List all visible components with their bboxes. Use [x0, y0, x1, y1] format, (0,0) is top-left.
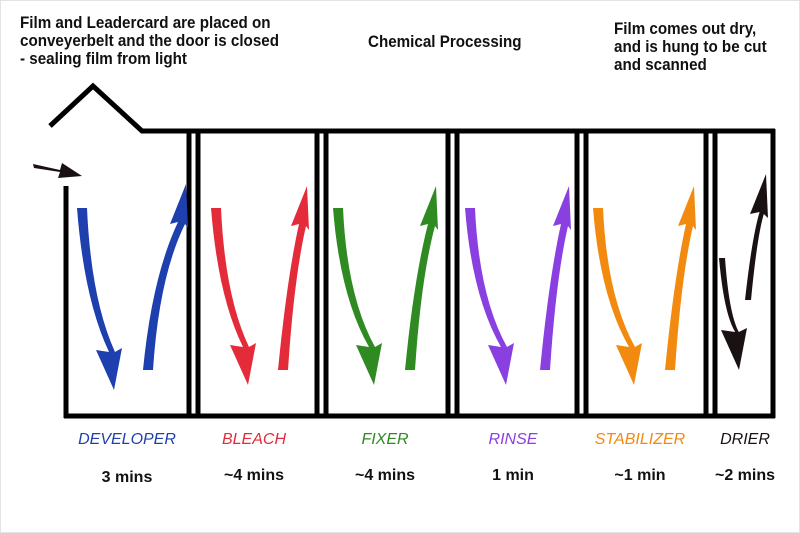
- up-arrow-icon: [540, 186, 571, 370]
- down-arrow-icon: [333, 208, 382, 385]
- processing-caption: Chemical Processing: [368, 33, 522, 51]
- down-arrow-icon: [593, 208, 642, 385]
- tank-dividers: [186, 131, 718, 416]
- up-arrow-icon: [745, 174, 768, 300]
- stage-label-stabilizer: STABILIZER: [594, 431, 686, 448]
- stage-time-stabilizer: ~1 min: [614, 467, 666, 484]
- stage-time-bleach: ~4 mins: [223, 467, 285, 484]
- up-arrow-icon: [665, 186, 696, 370]
- stage-time-rinse: 1 min: [492, 467, 534, 484]
- down-arrow-icon: [211, 208, 256, 385]
- up-arrow-icon: [143, 184, 188, 370]
- loading-door-roof: [48, 82, 775, 134]
- down-arrow-icon: [719, 258, 747, 370]
- stage-time-fixer: ~4 mins: [354, 467, 416, 484]
- up-arrow-icon: [405, 186, 438, 370]
- down-arrow-icon: [465, 208, 514, 385]
- stage-label-drier: DRIER: [720, 431, 770, 448]
- loading-caption: Film and Leadercard are placed on convey…: [20, 14, 279, 68]
- stage-time-drier: ~2 mins: [714, 467, 776, 484]
- up-arrow-icon: [278, 186, 309, 370]
- stage-time-developer: 3 mins: [101, 469, 153, 486]
- stage-label-rinse: RINSE: [488, 431, 538, 448]
- stage-label-bleach: BLEACH: [221, 431, 287, 448]
- output-caption: Film comes out dry, and is hung to be cu…: [614, 20, 767, 74]
- down-arrow-icon: [77, 208, 122, 390]
- stage-label-developer: DEVELOPER: [78, 431, 176, 448]
- entry-arrow-icon: [33, 163, 82, 178]
- stage-label-fixer: FIXER: [361, 431, 409, 448]
